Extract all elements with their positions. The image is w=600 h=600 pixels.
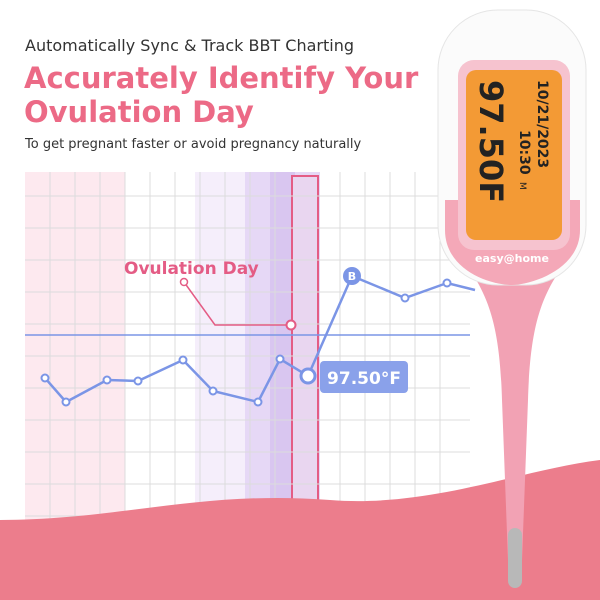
title-line: Ovulation Day <box>24 95 254 129</box>
temperature: 97.50F <box>472 80 510 203</box>
time: 10:30 <box>516 130 532 175</box>
brand: easy@home <box>475 252 549 265</box>
wave <box>0 460 600 600</box>
annotation-connector <box>183 281 291 326</box>
marker-circle <box>343 267 361 285</box>
display-text: 10/21/2023 10:30 M 97.50F <box>472 80 550 203</box>
selected-point <box>299 367 317 385</box>
display <box>466 70 562 240</box>
connector-dot <box>179 277 189 287</box>
reading-label: 97.50°F <box>327 369 401 389</box>
annotation: Ovulation Day <box>124 259 259 279</box>
connector-dot <box>285 319 297 331</box>
tip <box>508 528 522 588</box>
band <box>195 172 245 542</box>
ovulation-column <box>291 175 319 543</box>
subtitle: Automatically Sync & Track BBT Charting <box>25 36 354 55</box>
thermometer: 10/21/2023 10:30 M 97.50F easy@home <box>437 9 587 588</box>
marker-label: B <box>348 270 356 283</box>
grid <box>25 172 470 542</box>
title-line: Accurately Identify Your <box>24 61 419 95</box>
period: M <box>517 182 527 190</box>
tagline: To get pregnant faster or avoid pregnanc… <box>24 137 362 152</box>
stem <box>470 270 560 560</box>
temperature-points <box>40 278 452 407</box>
reading-box <box>320 361 408 393</box>
date: 10/21/2023 <box>534 80 550 168</box>
